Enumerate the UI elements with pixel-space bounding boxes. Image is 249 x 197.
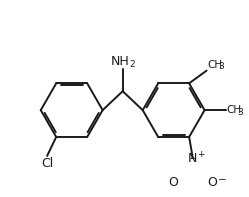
Text: 3: 3 [219, 62, 224, 71]
Text: CH: CH [226, 105, 242, 115]
Text: Cl: Cl [41, 157, 53, 170]
Text: +: + [197, 150, 205, 159]
Text: −: − [218, 175, 226, 185]
Text: O: O [168, 176, 178, 189]
Text: 2: 2 [129, 60, 135, 69]
Text: O: O [207, 176, 217, 189]
Text: CH: CH [207, 60, 222, 70]
Text: N: N [188, 151, 197, 164]
Text: NH: NH [111, 55, 129, 68]
Text: 3: 3 [238, 108, 244, 117]
